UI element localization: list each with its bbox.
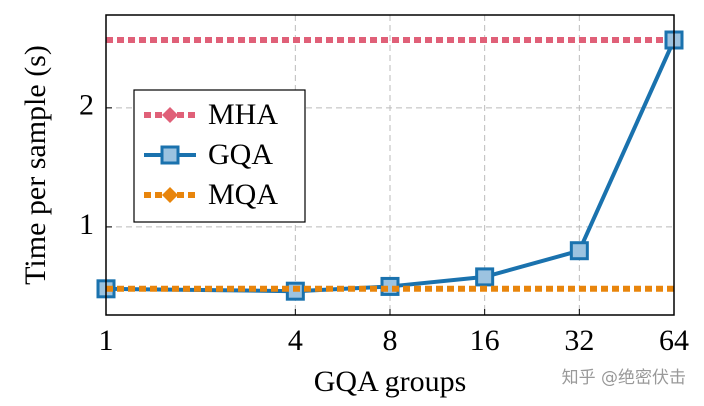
- y-tick-label: 1: [79, 208, 94, 241]
- x-tick-label: 1: [99, 324, 114, 357]
- x-tick-label: 16: [470, 324, 500, 357]
- x-tick-label: 32: [564, 324, 594, 357]
- legend-marker: [162, 107, 178, 123]
- legend-label: GQA: [208, 138, 273, 171]
- x-tick-label: 4: [288, 324, 303, 357]
- watermark: 知乎 @绝密伏击: [562, 368, 686, 388]
- legend-label: MQA: [208, 178, 278, 211]
- marker: [569, 241, 589, 261]
- plot-frame: [105, 14, 675, 316]
- legend-label: MHA: [208, 98, 278, 131]
- x-tick-label: 8: [383, 324, 398, 357]
- y-tick-label: 2: [79, 89, 94, 122]
- marker: [475, 267, 495, 287]
- y-axis-label: Time per sample (s): [19, 45, 52, 285]
- legend-marker: [160, 145, 180, 165]
- legend-marker: [162, 187, 178, 203]
- x-tick-label: 64: [659, 324, 689, 357]
- x-axis-label: GQA groups: [314, 365, 467, 398]
